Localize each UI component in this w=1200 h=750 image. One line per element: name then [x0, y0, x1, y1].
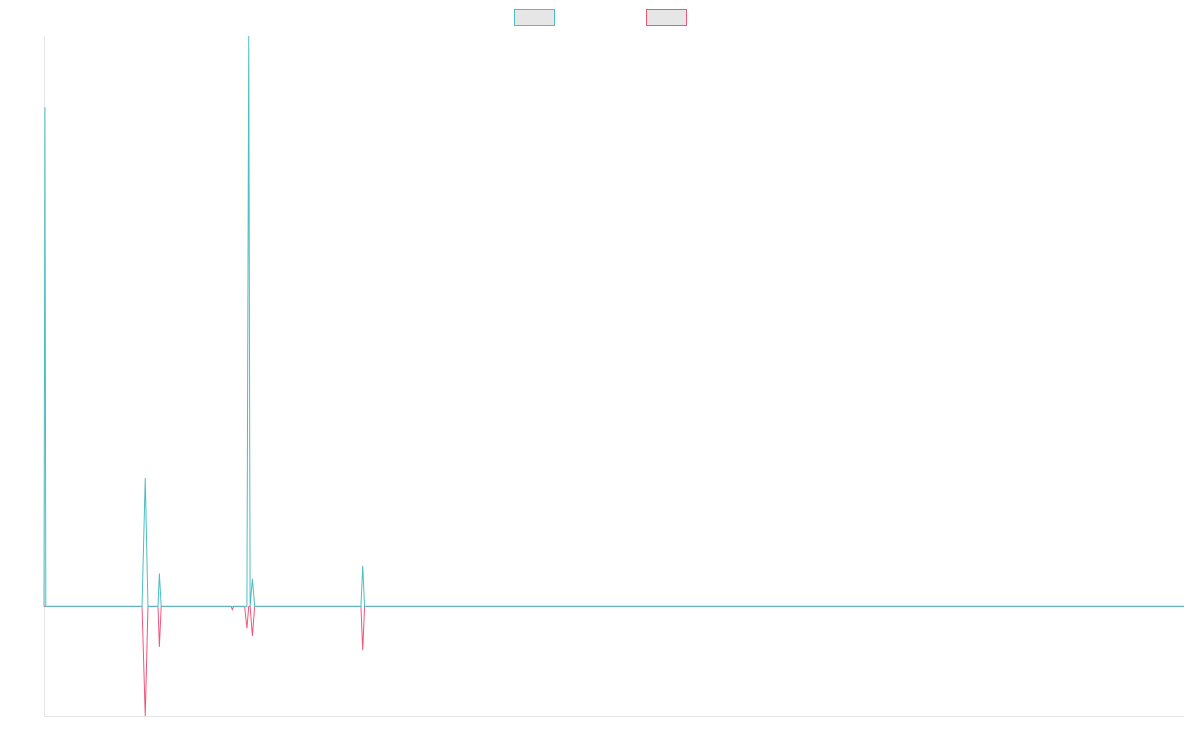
- series-line-2: [44, 605, 1184, 717]
- legend: [514, 9, 687, 26]
- series-line-1: [43, 35, 1184, 607]
- legend-swatch-1[interactable]: [514, 9, 555, 26]
- legend-swatch-2[interactable]: [646, 9, 687, 26]
- plot-area: [43, 35, 1184, 717]
- axes: [44, 36, 1184, 717]
